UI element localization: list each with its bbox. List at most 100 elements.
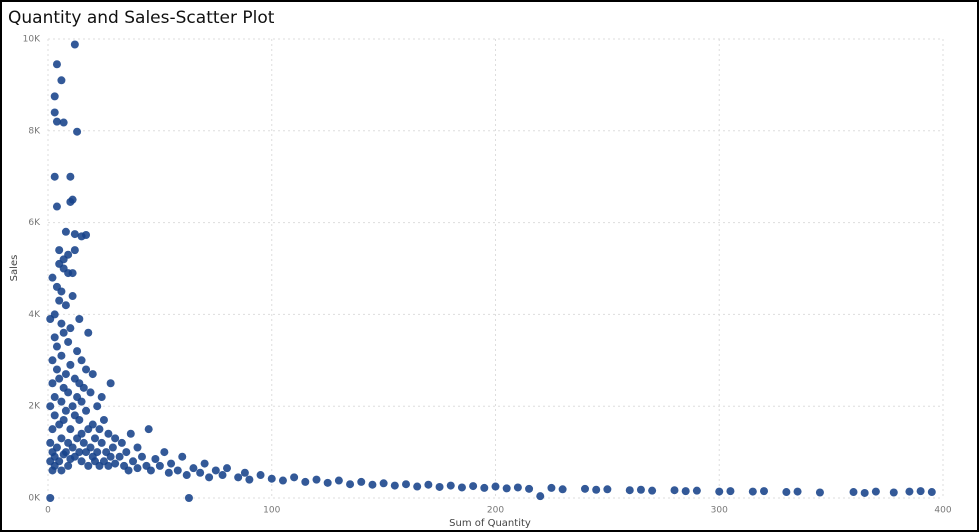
scatter-point bbox=[55, 296, 64, 305]
scatter-point bbox=[144, 425, 153, 434]
scatter-point bbox=[189, 464, 198, 473]
scatter-point bbox=[117, 438, 126, 447]
scatter-point bbox=[77, 457, 86, 466]
scatter-point bbox=[267, 474, 276, 483]
scatter-point bbox=[167, 459, 176, 468]
scatter-point bbox=[52, 202, 61, 211]
scatter-point bbox=[93, 448, 102, 457]
y-tick-label: 8K bbox=[28, 126, 41, 136]
scatter-point bbox=[57, 434, 66, 443]
scatter-point bbox=[59, 118, 68, 127]
scatter-point bbox=[68, 269, 77, 278]
scatter-point bbox=[52, 365, 61, 374]
scatter-point bbox=[379, 479, 388, 488]
scatter-point bbox=[205, 473, 214, 482]
scatter-point bbox=[82, 365, 91, 374]
scatter-point bbox=[133, 464, 142, 473]
x-tick-label: 400 bbox=[934, 506, 951, 516]
scatter-point bbox=[61, 448, 70, 457]
scatter-point bbox=[97, 438, 106, 447]
scatter-point bbox=[536, 492, 545, 501]
scatter-point bbox=[290, 473, 299, 482]
scatter-point bbox=[178, 452, 187, 461]
x-tick-label: 200 bbox=[487, 506, 504, 516]
scatter-point bbox=[726, 487, 735, 496]
scatter-point bbox=[50, 92, 59, 101]
scatter-point bbox=[50, 333, 59, 342]
scatter-point bbox=[93, 402, 102, 411]
scatter-point bbox=[200, 459, 209, 468]
y-tick-label: 4K bbox=[28, 310, 41, 320]
scatter-point bbox=[99, 415, 108, 424]
scatter-point bbox=[457, 483, 466, 492]
x-tick-label: 300 bbox=[711, 506, 728, 516]
y-tick-label: 10K bbox=[23, 35, 41, 45]
scatter-point bbox=[59, 328, 68, 337]
scatter-point bbox=[59, 255, 68, 264]
scatter-point bbox=[84, 328, 93, 337]
scatter-point bbox=[66, 197, 75, 206]
scatter-point bbox=[73, 347, 82, 356]
scatter-point bbox=[61, 406, 70, 415]
scatter-point bbox=[245, 475, 254, 484]
scatter-point bbox=[357, 477, 366, 486]
scatter-point bbox=[111, 459, 120, 468]
scatter-point bbox=[223, 464, 231, 473]
scatter-point bbox=[46, 402, 55, 411]
scatter-point bbox=[681, 487, 690, 496]
scatter-point bbox=[77, 429, 86, 438]
scatter-point bbox=[692, 486, 701, 495]
scatter-point bbox=[368, 480, 377, 489]
scatter-point bbox=[50, 310, 59, 319]
scatter-point bbox=[234, 473, 243, 482]
scatter-point bbox=[184, 494, 193, 502]
scatter-point bbox=[115, 452, 124, 461]
scatter-point bbox=[782, 488, 791, 497]
scatter-point bbox=[256, 471, 265, 480]
scatter-point bbox=[104, 429, 113, 438]
scatter-point bbox=[104, 461, 113, 470]
scatter-point bbox=[111, 434, 120, 443]
scatter-point bbox=[871, 487, 880, 496]
scatter-point bbox=[849, 488, 858, 497]
scatter-point bbox=[126, 429, 135, 438]
scatter-point bbox=[57, 287, 66, 296]
scatter-point bbox=[151, 454, 160, 463]
scatter-point bbox=[196, 468, 205, 477]
scatter-point bbox=[48, 425, 57, 434]
scatter-point bbox=[446, 481, 455, 490]
scatter-point bbox=[77, 232, 86, 241]
scatter-point bbox=[66, 425, 75, 434]
scatter-point bbox=[66, 172, 75, 181]
scatter-point bbox=[68, 402, 77, 411]
scatter-point bbox=[547, 483, 556, 492]
scatter-point bbox=[558, 485, 567, 494]
scatter-point bbox=[106, 452, 115, 461]
scatter-point bbox=[77, 356, 86, 365]
scatter-point bbox=[815, 488, 824, 497]
scatter-point bbox=[66, 324, 75, 333]
scatter-point bbox=[108, 443, 117, 452]
scatter-point bbox=[64, 461, 73, 470]
scatter-point bbox=[137, 452, 146, 461]
y-tick-label: 2K bbox=[28, 402, 41, 412]
scatter-point bbox=[46, 494, 55, 502]
scatter-point bbox=[50, 411, 59, 420]
scatter-point bbox=[61, 301, 70, 310]
scatter-point bbox=[927, 488, 936, 497]
scatter-point bbox=[160, 448, 169, 457]
x-tick-label: 100 bbox=[263, 506, 280, 516]
scatter-point bbox=[636, 485, 645, 494]
scatter-point bbox=[59, 415, 68, 424]
scatter-point bbox=[57, 319, 66, 328]
scatter-point bbox=[124, 466, 133, 475]
scatter-point bbox=[95, 425, 104, 434]
scatter-point bbox=[155, 461, 164, 470]
scatter-point bbox=[648, 486, 657, 495]
scatter-point bbox=[64, 388, 73, 397]
scatter-point bbox=[334, 476, 343, 485]
scatter-point bbox=[57, 397, 66, 406]
scatter-point bbox=[75, 448, 84, 457]
scatter-point bbox=[48, 273, 57, 282]
